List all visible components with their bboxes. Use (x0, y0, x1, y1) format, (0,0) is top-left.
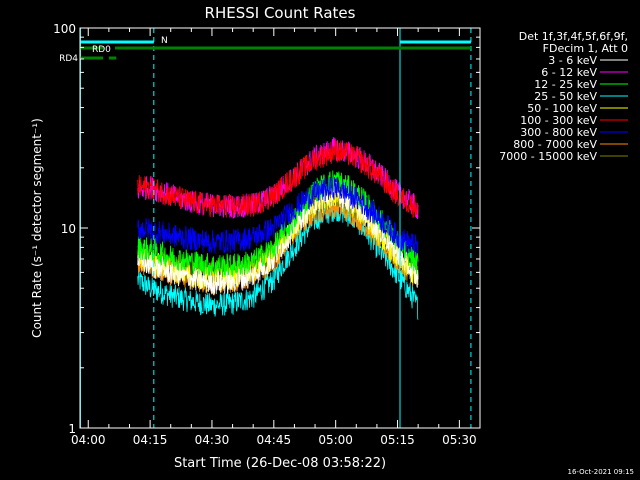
legend-entry-label: 25 - 50 keV (534, 90, 597, 103)
legend-entry-label: 12 - 25 keV (534, 78, 597, 91)
legend-entry-label: 800 - 7000 keV (513, 138, 597, 151)
legend: Det 1f,3f,4f,5f,6f,9f,FDecim 1, Att 03 -… (499, 30, 628, 163)
x-tick-label: 04:45 (257, 433, 292, 447)
x-tick-label: 05:15 (380, 433, 415, 447)
axes: 04:00 04:15 04:30 04:45 05:00 05:15 05:30 1 10 10… (53, 22, 481, 447)
x-tick-label: 04:00 (71, 433, 106, 447)
series-line-100-300kev (137, 139, 419, 218)
x-tick-label: 04:15 (133, 433, 168, 447)
y-tick-label: 100 (53, 22, 76, 36)
bar-label-rd4: RD4 (59, 54, 78, 64)
bar-label-n: N (161, 36, 168, 46)
legend-entry-label: 3 - 6 keV (548, 54, 597, 67)
x-axis-label: Start Time (26-Dec-08 03:58:22) (174, 456, 386, 471)
y-axis-label: Count Rate (s⁻¹ detector segment⁻¹) (30, 118, 44, 338)
legend-header-line: Det 1f,3f,4f,5f,6f,9f, (519, 30, 628, 43)
chart-title: RHESSI Count Rates (205, 4, 356, 22)
footer-date: 16-Oct-2021 09:15 (568, 468, 634, 476)
series-line-300-800kev (137, 176, 419, 257)
y-tick-label: 10 (61, 222, 76, 236)
legend-entry-label: 300 - 800 keV (520, 126, 597, 139)
y-tick-label: 1 (68, 422, 76, 436)
bar-label-rd0: RD0 (92, 45, 111, 55)
legend-entry-label: 50 - 100 keV (527, 102, 597, 115)
x-tick-label: 04:30 (195, 433, 230, 447)
legend-entry-label: 7000 - 15000 keV (499, 150, 597, 163)
x-tick-label: 05:30 (442, 433, 477, 447)
legend-entry-label: 100 - 300 keV (520, 114, 597, 127)
legend-header-line: FDecim 1, Att 0 (543, 42, 628, 55)
legend-entry-label: 6 - 12 keV (541, 66, 597, 79)
x-tick-label: 05:00 (318, 433, 353, 447)
